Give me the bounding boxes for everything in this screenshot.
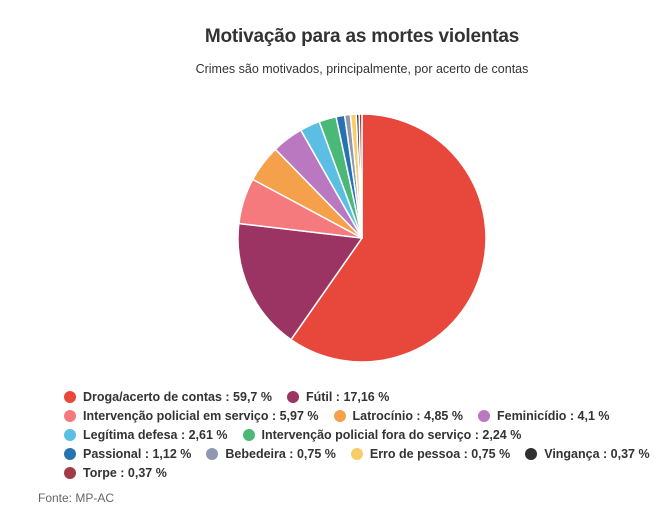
legend-item[interactable]: Erro de pessoa : 0,75 %: [350, 446, 511, 461]
legend-label: Intervenção policial em serviço : 5,97 %: [83, 408, 319, 423]
legend-swatch-icon: [64, 428, 76, 441]
legend-label: Vingança : 0,37 %: [544, 446, 650, 461]
legend-label: Feminicídio : 4,1 %: [496, 408, 610, 423]
legend-swatch-icon: [477, 409, 490, 422]
pie-slice-12[interactable]: [358, 113, 363, 239]
legend-swatch-icon: [64, 466, 76, 479]
legend-label: Fútil : 17,16 %: [305, 389, 390, 404]
pie-slices: [237, 113, 487, 363]
legend-row: Legítima defesa : 2,61 % Intervenção poli…: [64, 425, 664, 444]
legend-swatch-icon: [64, 390, 76, 403]
legend-row: Torpe : 0,37 %: [64, 463, 664, 482]
legend-label: Torpe : 0,37 %: [83, 465, 167, 480]
legend-item[interactable]: Feminicídio : 4,1 %: [477, 408, 610, 423]
legend-item[interactable]: Intervenção policial fora do serviço : 2…: [242, 427, 522, 442]
legend-swatch-icon: [525, 447, 538, 460]
legend-swatch-icon: [242, 428, 255, 441]
chart-title: Motivação para as mortes violentas: [204, 26, 520, 47]
legend-label: Legítima defesa : 2,61 %: [83, 427, 228, 442]
legend-row: Passional : 1,12 % Bebedeira : 0,75 % Erro…: [64, 444, 664, 463]
legend-row: Intervenção policial em serviço : 5,97 %…: [64, 406, 664, 425]
legend-swatch-icon: [206, 447, 219, 460]
source-note: Fonte: MP-AC: [38, 491, 115, 505]
legend-item[interactable]: Vingança : 0,37 %: [525, 446, 650, 461]
legend: Droga/acerto de contas : 59,7 % Fútil : 1…: [64, 387, 664, 482]
legend-label: Intervenção policial fora do serviço : 2…: [261, 427, 522, 442]
legend-item[interactable]: Bebedeira : 0,75 %: [206, 446, 336, 461]
legend-item[interactable]: Intervenção policial em serviço : 5,97 %: [64, 409, 319, 423]
legend-item[interactable]: Torpe : 0,37 %: [64, 466, 167, 480]
legend-item[interactable]: Latrocínio : 4,85 %: [333, 408, 463, 423]
legend-label: Bebedeira : 0,75 %: [225, 446, 336, 461]
legend-swatch-icon: [286, 390, 299, 403]
legend-item[interactable]: Fútil : 17,16 %: [286, 389, 390, 404]
legend-swatch-icon: [350, 447, 363, 460]
legend-row: Droga/acerto de contas : 59,7 % Fútil : 1…: [64, 387, 664, 406]
legend-label: Latrocínio : 4,85 %: [352, 408, 463, 423]
legend-item[interactable]: Legítima defesa : 2,61 %: [64, 428, 228, 442]
legend-item[interactable]: Droga/acerto de contas : 59,7 %: [64, 390, 272, 404]
legend-label: Erro de pessoa : 0,75 %: [369, 446, 511, 461]
pie-slice-2[interactable]: [237, 222, 363, 341]
legend-swatch-icon: [64, 409, 76, 422]
legend-label: Passional : 1,12 %: [83, 446, 192, 461]
chart-subtitle: Crimes são motivados, principalmente, po…: [195, 62, 529, 76]
legend-label: Droga/acerto de contas : 59,7 %: [83, 389, 272, 404]
legend-item[interactable]: Passional : 1,12 %: [64, 447, 191, 461]
legend-swatch-icon: [333, 409, 346, 422]
pie-slice-1[interactable]: [290, 113, 487, 363]
legend-swatch-icon: [64, 447, 76, 460]
